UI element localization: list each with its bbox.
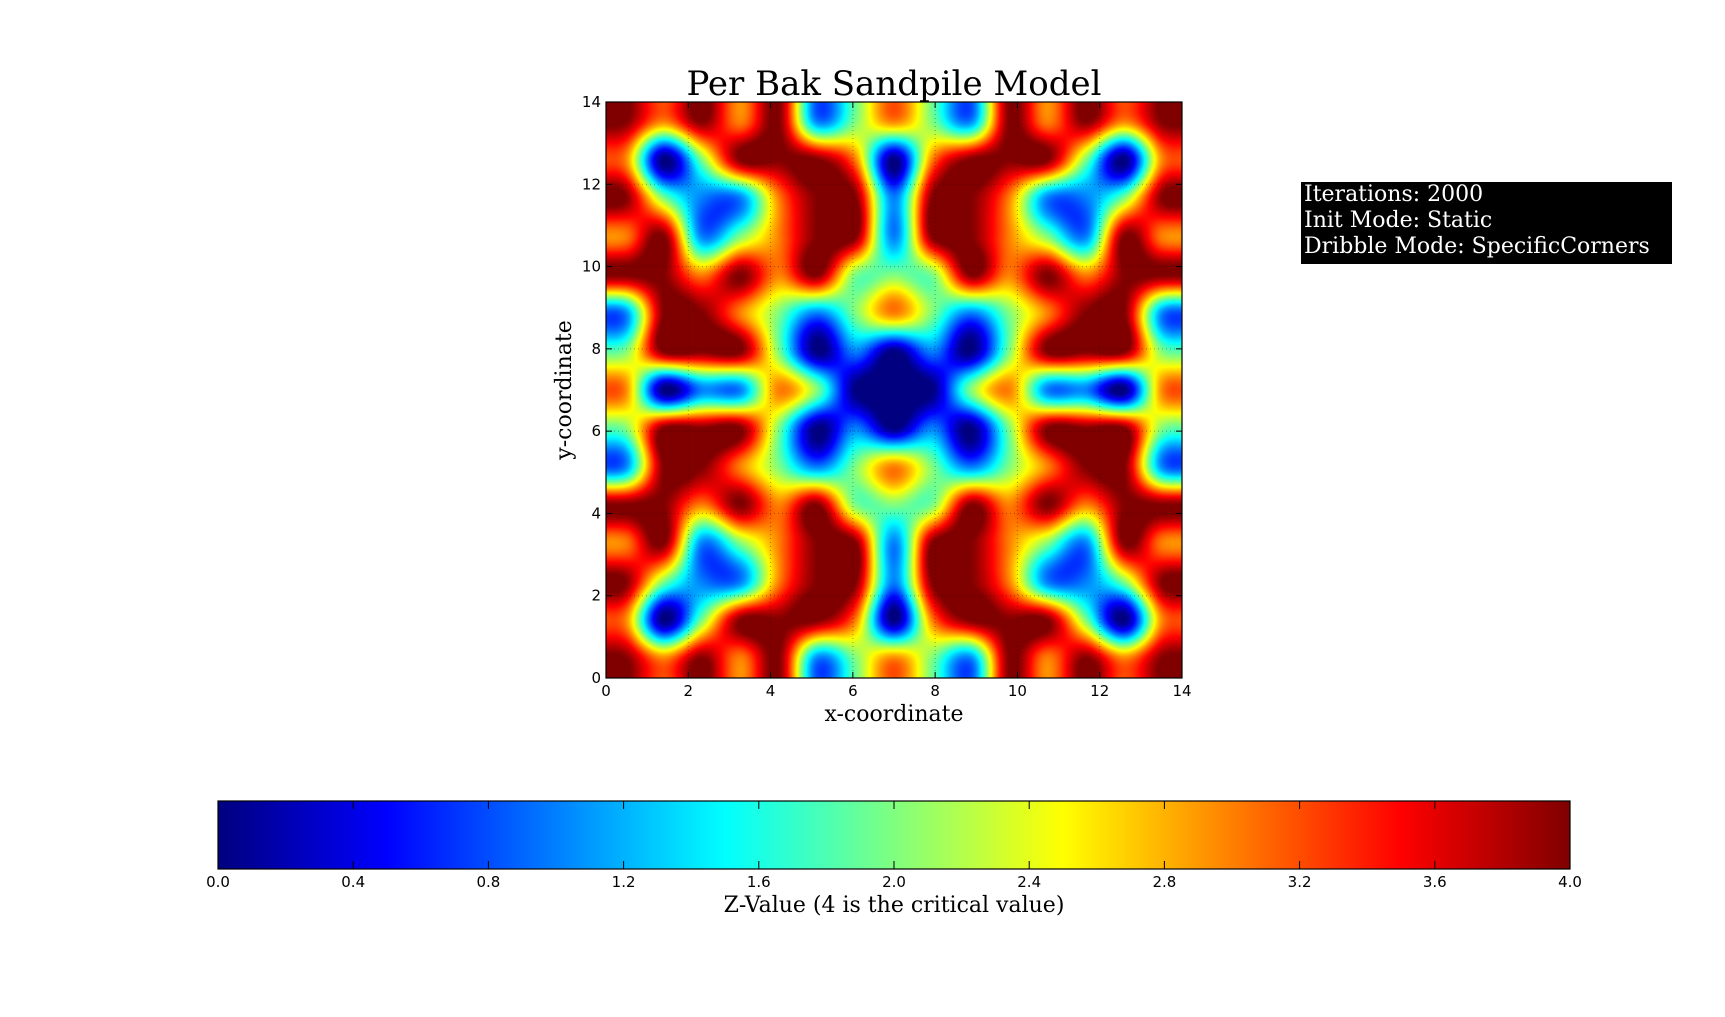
- dribble-mode-text: Dribble Mode: SpecificCorners: [1304, 234, 1650, 259]
- x-tick-label: 0: [601, 682, 611, 700]
- x-tick-label: 14: [1172, 682, 1191, 700]
- colorbar-tick-label: 4.0: [1558, 873, 1582, 891]
- x-tick-label: 6: [848, 682, 858, 700]
- colorbar-tick-label: 1.6: [747, 873, 771, 891]
- x-axis-label: x-coordinate: [824, 702, 963, 727]
- colorbar-tick-label: 2.4: [1017, 873, 1041, 891]
- colorbar-tick-label: 2.0: [882, 873, 906, 891]
- iterations-text: Iterations: 2000: [1304, 182, 1484, 207]
- colorbar-tick-label: 2.8: [1152, 873, 1176, 891]
- grid-lines: [606, 102, 1182, 678]
- heatmap-plot: 0 2 4 6 8 10 12 14 0 2 4 6 8 10 12 14: [582, 93, 1192, 700]
- x-tick-label: 10: [1008, 682, 1027, 700]
- y-tick-label: 2: [591, 587, 601, 605]
- y-tick-label: 10: [582, 258, 601, 276]
- x-tick-label: 12: [1090, 682, 1109, 700]
- y-tick-label: 12: [582, 175, 601, 193]
- colorbar-tick-label: 0.4: [341, 873, 365, 891]
- colorbar-label: Z-Value (4 is the critical value): [724, 893, 1065, 918]
- y-tick-label: 8: [591, 340, 601, 358]
- colorbar-tick-label: 3.2: [1288, 873, 1312, 891]
- colorbar-ticks: 0.0 0.4 0.8 1.2 1.6 2.0 2.4 2.8 3.2 3.6 4.0: [206, 801, 1582, 891]
- plot-frame: [605, 101, 1183, 679]
- x-axis-ticks: 0 2 4 6 8 10 12 14: [601, 102, 1192, 700]
- colorbar-gradient: [217, 800, 1571, 870]
- y-tick-label: 4: [591, 504, 601, 522]
- y-tick-label: 6: [591, 422, 601, 440]
- y-axis-label: y-coordinate: [552, 320, 577, 460]
- colorbar-tick-label: 0.0: [206, 873, 230, 891]
- y-tick-label: 0: [591, 669, 601, 687]
- y-axis-ticks: 0 2 4 6 8 10 12 14: [582, 93, 1182, 687]
- x-tick-label: 2: [684, 682, 694, 700]
- colorbar-tick-label: 1.2: [612, 873, 636, 891]
- colorbar-tick-label: 0.8: [476, 873, 500, 891]
- y-tick-label: 14: [582, 93, 601, 111]
- colorbar-tick-label: 3.6: [1423, 873, 1447, 891]
- heatmap-image: [606, 102, 1182, 678]
- init-mode-text: Init Mode: Static: [1304, 208, 1493, 233]
- info-box: Iterations: 2000 Init Mode: Static Dribb…: [1301, 182, 1672, 264]
- x-tick-label: 4: [766, 682, 776, 700]
- chart-title: Per Bak Sandpile Model: [687, 64, 1102, 104]
- x-tick-label: 8: [930, 682, 940, 700]
- colorbar: 0.0 0.4 0.8 1.2 1.6 2.0 2.4 2.8 3.2 3.6 4.0 Z-Valu…: [206, 800, 1582, 918]
